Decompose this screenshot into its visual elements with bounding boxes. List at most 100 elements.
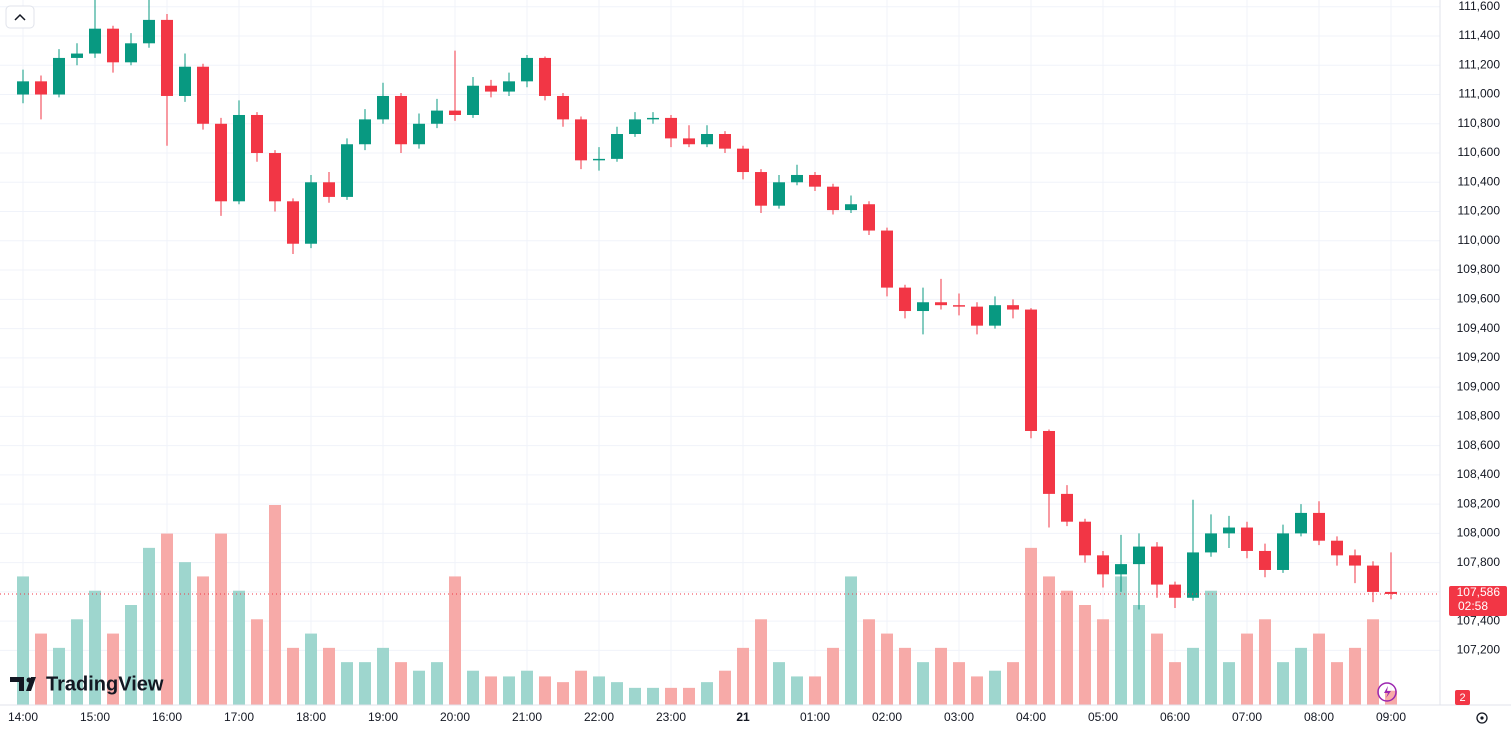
volume-bar — [1313, 633, 1325, 705]
candle-body — [1313, 512, 1325, 541]
volume-bar — [377, 647, 389, 705]
volume-bar — [179, 562, 191, 705]
candle-body — [1385, 591, 1397, 594]
volume-bar — [71, 619, 83, 705]
candle-body — [1241, 527, 1253, 551]
x-tick-label: 16:00 — [152, 710, 182, 724]
y-tick-label: 111,000 — [1458, 87, 1500, 101]
y-tick-label: 107,400 — [1457, 613, 1501, 627]
candle-body — [287, 201, 299, 244]
candle-body — [881, 230, 893, 288]
volume-bar — [971, 676, 983, 705]
volume-bar — [17, 576, 29, 705]
volume-bar — [665, 687, 677, 705]
candle-body — [809, 174, 821, 187]
volume-bar — [1367, 619, 1379, 705]
x-tick-label: 06:00 — [1160, 710, 1190, 724]
candle-body — [521, 57, 533, 82]
y-tick-label: 110,600 — [1458, 145, 1501, 159]
candle-body — [647, 117, 659, 120]
x-tick-label: 21 — [736, 710, 750, 724]
candle-body — [665, 117, 677, 139]
volume-bar — [143, 547, 155, 705]
candle-body — [719, 134, 731, 149]
y-tick-label: 109,400 — [1457, 321, 1501, 335]
volume-bar — [89, 590, 101, 705]
x-tick-label: 21:00 — [512, 710, 542, 724]
candle-body — [773, 182, 785, 206]
candle-body — [485, 85, 497, 92]
x-tick-label: 03:00 — [944, 710, 974, 724]
volume-bar — [1007, 662, 1019, 705]
candle-body — [1205, 533, 1217, 553]
candle-body — [1349, 555, 1361, 566]
y-tick-label: 111,200 — [1458, 57, 1500, 71]
volume-bar — [431, 662, 443, 705]
volume-bar — [935, 647, 947, 705]
y-tick-label: 108,400 — [1457, 467, 1501, 481]
volume-bar — [197, 576, 209, 705]
volume-bar — [989, 670, 1001, 705]
candle-body — [827, 186, 839, 211]
candles — [17, 0, 1397, 610]
volume-bar — [305, 633, 317, 705]
settings-dot — [1480, 716, 1484, 720]
y-tick-label: 111,600 — [1458, 0, 1500, 13]
y-tick-label: 110,800 — [1458, 116, 1501, 130]
volume-bar — [233, 590, 245, 705]
candle-body — [395, 95, 407, 145]
volume-bar — [1331, 662, 1343, 705]
candle-body — [1151, 546, 1163, 585]
volume-bar — [791, 676, 803, 705]
candle-body — [1115, 564, 1127, 575]
candle-body — [845, 204, 857, 211]
volume-bar — [737, 647, 749, 705]
volume-bar — [1133, 605, 1145, 705]
volume-bar — [629, 687, 641, 705]
candle-body — [1097, 555, 1109, 575]
candle-body — [971, 306, 983, 326]
candle-body — [449, 110, 461, 115]
y-tick-label: 110,200 — [1458, 204, 1501, 218]
volume-bar — [1079, 605, 1091, 705]
volume-bar — [395, 662, 407, 705]
settings-icon[interactable] — [1476, 712, 1488, 724]
y-tick-label: 109,000 — [1457, 379, 1501, 393]
assistant-icon[interactable] — [1377, 682, 1397, 702]
volume-bar — [809, 676, 821, 705]
volume-bar — [53, 647, 65, 705]
candle-body — [359, 119, 371, 145]
volume-bar — [1043, 576, 1055, 705]
candle-body — [431, 110, 443, 124]
volume-bar — [611, 682, 623, 705]
volume-bar — [683, 687, 695, 705]
candle-body — [107, 28, 119, 63]
candle-body — [1025, 309, 1037, 431]
collapse-button[interactable] — [5, 5, 35, 29]
volume-bar — [269, 505, 281, 705]
volume-bar — [485, 676, 497, 705]
candle-body — [1223, 527, 1235, 534]
candle-body — [953, 305, 965, 307]
candle-body — [539, 57, 551, 96]
x-tick-label: 01:00 — [800, 710, 830, 724]
y-tick-label: 109,200 — [1457, 350, 1501, 364]
last-price-label: 107,586 — [1457, 585, 1501, 599]
y-tick-label: 109,600 — [1457, 291, 1501, 305]
candle-body — [215, 123, 227, 202]
candle-body — [737, 148, 749, 173]
volume-bar — [1295, 647, 1307, 705]
candle-body — [413, 123, 425, 145]
volume-bar — [863, 619, 875, 705]
volume-bar — [521, 670, 533, 705]
volume-bar — [413, 670, 425, 705]
volume-bar — [1259, 619, 1271, 705]
candle-body — [1007, 305, 1019, 310]
volume-bar — [1223, 662, 1235, 705]
volume-bar — [323, 647, 335, 705]
volume-bar — [251, 619, 263, 705]
candle-body — [791, 174, 803, 183]
candle-body — [629, 119, 641, 135]
x-tick-label: 07:00 — [1232, 710, 1262, 724]
